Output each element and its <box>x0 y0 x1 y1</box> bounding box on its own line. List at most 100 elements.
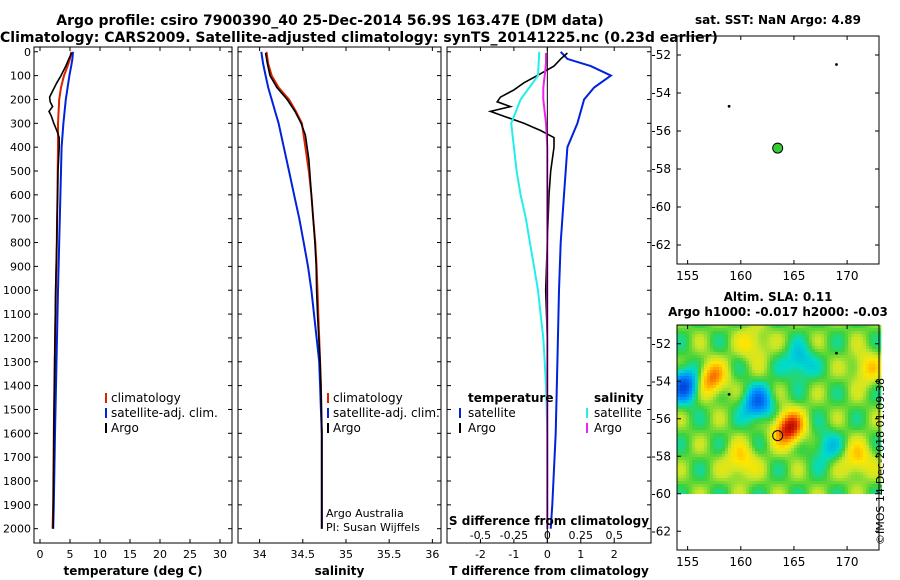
sla-heatmap-cell <box>728 346 732 350</box>
sla-heatmap-cell <box>830 325 834 329</box>
sla-heatmap-cell <box>845 358 849 362</box>
sla-heatmap-cell <box>779 364 783 368</box>
sla-heatmap-cell <box>791 430 795 434</box>
sla-heatmap-cell <box>803 349 807 353</box>
sla-heatmap-cell <box>689 379 693 383</box>
sla-heatmap-cell <box>854 475 858 479</box>
sla-heatmap-cell <box>677 346 681 350</box>
sla-heatmap-cell <box>797 346 801 350</box>
sla-heatmap-cell <box>845 466 849 470</box>
sla-heatmap-cell <box>743 442 747 446</box>
sla-heatmap-cell <box>830 400 834 404</box>
sla-heatmap-cell <box>788 445 792 449</box>
sla-heatmap-cell <box>836 415 840 419</box>
sla-heatmap-cell <box>776 463 780 467</box>
sla-heatmap-cell <box>839 439 843 443</box>
sla-heatmap-cell <box>857 460 861 464</box>
sla-heatmap-cell <box>854 460 858 464</box>
sla-heatmap-cell <box>824 412 828 416</box>
sla-heatmap-cell <box>794 472 798 476</box>
sla-heatmap-cell <box>863 445 867 449</box>
sla-heatmap-cell <box>683 445 687 449</box>
sla-heatmap-cell <box>713 376 717 380</box>
temperature-series-satelliteadjclim <box>52 51 74 529</box>
sla-heatmap-cell <box>785 403 789 407</box>
sla-heatmap-cell <box>701 463 705 467</box>
sla-heatmap-cell <box>773 460 777 464</box>
sla-heatmap-cell <box>677 331 681 335</box>
sla-heatmap-cell <box>692 469 696 473</box>
sla-heatmap-cell <box>872 379 876 383</box>
sla-heatmap-cell <box>866 433 870 437</box>
sla-heatmap-cell <box>695 475 699 479</box>
sla-heatmap-cell <box>764 478 768 482</box>
sla-heatmap-cell <box>845 436 849 440</box>
sla-heatmap-cell <box>815 478 819 482</box>
sla-heatmap-cell <box>743 337 747 341</box>
sla-heatmap-cell <box>794 325 798 329</box>
sla-heatmap-cell <box>761 463 765 467</box>
sla-heatmap-cell <box>740 469 744 473</box>
sla-heatmap-cell <box>731 418 735 422</box>
sla-heatmap-cell <box>776 385 780 389</box>
sla-heatmap-cell <box>746 361 750 365</box>
sla-heatmap-cell <box>701 412 705 416</box>
sla-heatmap-cell <box>851 382 855 386</box>
sla-heatmap-cell <box>728 382 732 386</box>
sla-heatmap-cell <box>815 352 819 356</box>
sla-heatmap-cell <box>800 352 804 356</box>
sla-heatmap-cell <box>764 412 768 416</box>
sla-heatmap-cell <box>749 454 753 458</box>
sla-heatmap-cell <box>722 466 726 470</box>
sla-heatmap-cell <box>830 388 834 392</box>
sla-heatmap-cell <box>716 367 720 371</box>
sla-heatmap-cell <box>803 367 807 371</box>
sla-heatmap-cell <box>812 439 816 443</box>
sla-heatmap-cell <box>701 388 705 392</box>
sla-heatmap-cell <box>701 400 705 404</box>
sla-heatmap-cell <box>698 337 702 341</box>
sla-heatmap-cell <box>686 349 690 353</box>
sla-heatmap-cell <box>755 424 759 428</box>
sla-heatmap-cell <box>809 367 813 371</box>
sla-heatmap-cell <box>704 373 708 377</box>
sla-heatmap-cell <box>683 418 687 422</box>
sla-heatmap-cell <box>746 403 750 407</box>
sla-heatmap-cell <box>839 394 843 398</box>
sla-heatmap-cell <box>800 460 804 464</box>
sla-heatmap-cell <box>809 388 813 392</box>
sla-heatmap-cell <box>791 469 795 473</box>
sla-heatmap-cell <box>872 340 876 344</box>
sla-heatmap-cell <box>830 469 834 473</box>
sla-heatmap-cell <box>818 490 822 494</box>
sla-heatmap-cell <box>725 352 729 356</box>
sla-heatmap-cell <box>725 340 729 344</box>
sla-heatmap-cell <box>773 358 777 362</box>
sla-heatmap-cell <box>830 334 834 338</box>
sla-heatmap-cell <box>857 427 861 431</box>
sla-heatmap-cell <box>731 325 735 329</box>
sla-heatmap-cell <box>824 424 828 428</box>
sla-heatmap-cell <box>869 469 873 473</box>
sla-heatmap-cell <box>842 469 846 473</box>
sla-heatmap-cell <box>719 364 723 368</box>
sla-heatmap-cell <box>677 367 681 371</box>
sla-heatmap-cell <box>860 421 864 425</box>
sla-heatmap-cell <box>686 415 690 419</box>
sla-heatmap-cell <box>872 484 876 488</box>
sla-heatmap-cell <box>824 334 828 338</box>
sla-heatmap-cell <box>740 364 744 368</box>
sla-heatmap-cell <box>842 415 846 419</box>
sla-heatmap-cell <box>800 424 804 428</box>
sla-heatmap-cell <box>809 325 813 329</box>
sla-heatmap-cell <box>845 376 849 380</box>
sla-heatmap-cell <box>863 478 867 482</box>
sla-heatmap-cell <box>809 415 813 419</box>
sla-heatmap-cell <box>773 475 777 479</box>
sla-heatmap-cell <box>848 388 852 392</box>
sla-heatmap-cell <box>710 334 714 338</box>
sla-heatmap-cell <box>860 397 864 401</box>
sla-heatmap-cell <box>854 343 858 347</box>
sla-heatmap-cell <box>803 382 807 386</box>
sla-heatmap-cell <box>701 376 705 380</box>
